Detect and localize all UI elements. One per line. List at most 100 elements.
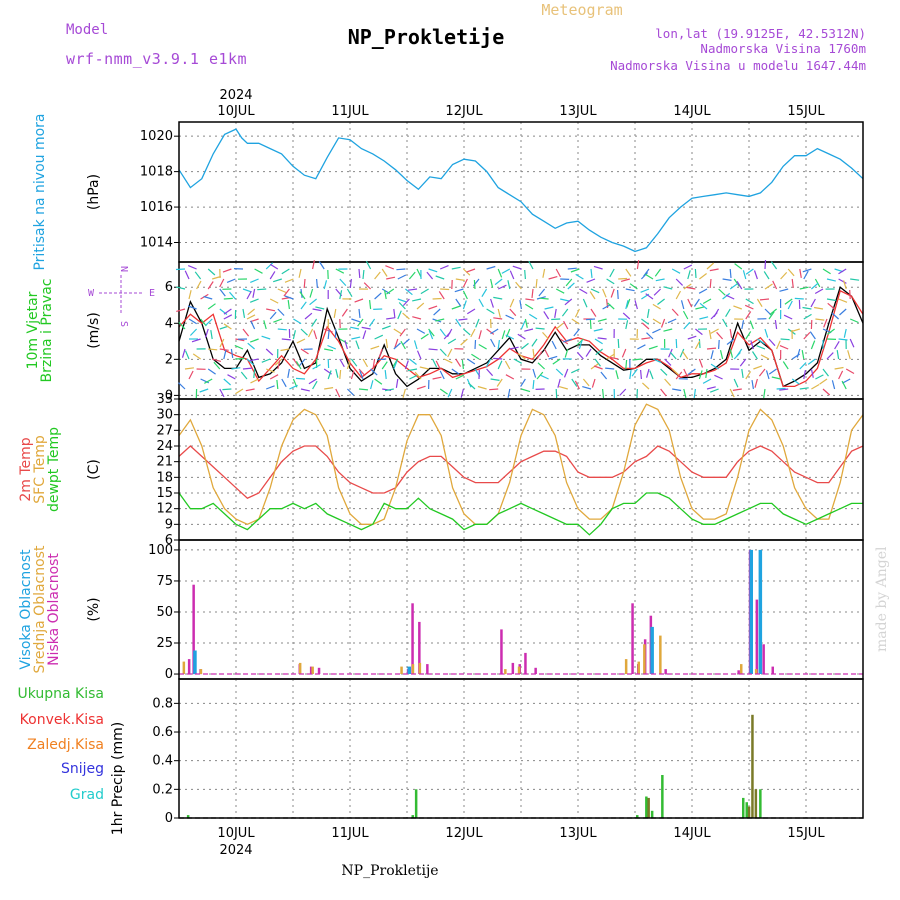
wind-arrow [709,278,712,289]
wind-arrow [548,355,558,360]
precip-ytick-label: 0 [165,811,173,826]
wind-arrow [402,312,410,320]
wind-arrow [420,288,429,295]
precip-legend-item: Ukupna Kisa [17,686,104,702]
wind-arrow [744,304,754,310]
temperature-ylabel: dewpt Temp [46,427,62,512]
wind-arrow [274,358,283,366]
wind-arrow [365,260,372,270]
wind-arrow [675,371,683,380]
wind-arrow [327,370,332,380]
clouds-low_cloud-bar [771,666,774,674]
wind-arrow [626,298,631,308]
wind-arrow [551,340,557,350]
clouds-low_cloud-bar [664,669,667,675]
wind-arrow [602,304,611,310]
wind-arrow [745,371,752,380]
temperature-temp2m-line [178,445,864,499]
wind-arrow [683,388,687,398]
wind-arrow [486,328,495,335]
wind-arrow [675,290,682,300]
wind-arrow [324,387,334,390]
wind-arrow [409,358,417,365]
wind-arrow [486,368,494,377]
wind-arrow [416,385,426,390]
wind-arrow [189,328,198,336]
wind-arrow [384,289,387,300]
wind-arrow [525,298,535,301]
wind-arrow [497,340,500,350]
wind-arrow [439,348,447,357]
wind-arrow [249,358,259,362]
wind-arrow [850,278,860,281]
wind-arrow [462,290,468,300]
wind-arrow [263,320,267,330]
wind-arrow [350,326,360,330]
wind-arrow [293,318,302,325]
wind-arrow [393,360,398,370]
wind-arrow [399,328,406,337]
wind-arrow [542,268,546,278]
wind-arrow [617,338,620,349]
wind-arrow [538,288,546,297]
wind-arrow [636,260,640,270]
wind-ytick-label: 2 [165,352,173,367]
wind-arrow [176,286,186,290]
wind-arrow [283,288,290,297]
wind-arrow [589,319,592,330]
wind-arrow [710,328,719,334]
wind-arrow [729,348,734,358]
wind-arrow-field [175,259,860,399]
wind-arrow [683,321,691,330]
wind-arrow [834,366,844,370]
wind-arrow [455,278,465,281]
wind-arrow [304,312,313,320]
clouds-high_cloud-bar [650,626,654,675]
wind-arrow [372,358,376,368]
wind-arrow [610,288,615,298]
wind-arrow [648,345,658,350]
wind-arrow [741,320,745,330]
wind-arrow [494,278,503,286]
wind-arrow [652,318,662,325]
wind-arrow [265,368,275,373]
clouds-low_cloud-bar [418,621,421,674]
wind-arrow [490,328,499,335]
wind-arrow [276,379,279,390]
wind-ytick-label: 0 [165,388,173,403]
wind-arrow [699,273,707,280]
wind-arrow [729,268,732,279]
wind-arrow [838,268,847,275]
wind-arrow [663,328,673,332]
wind-arrow [187,265,197,270]
precip-mixed_bar-bar [751,714,754,818]
wind-arrow [733,352,741,360]
precip-ytick-label: 0.4 [152,754,173,769]
wind-arrow [597,337,607,340]
wind-arrow [284,278,294,283]
wind-arrow [227,374,236,380]
wind-ylabel: 10m Vjetar [25,291,41,369]
wind-arrow [524,328,534,332]
wind-arrow [625,300,629,310]
wind-arrow [652,328,661,334]
wind-arrow [486,265,496,270]
precip-total_precip-bar [650,810,654,818]
wind-arrow [404,360,409,370]
wind-arrow [815,374,824,380]
compass-E: E [149,288,155,299]
wind-arrow [698,370,703,380]
wind-arrow [838,338,848,341]
day-label-bottom: 12JUL [445,826,483,841]
precip-total_precip-bar [414,789,418,818]
wind-arrow [557,378,561,388]
wind-arrow [641,322,650,330]
wind-arrow [505,314,515,320]
wind-arrow [765,370,770,380]
wind-arrow [782,361,789,370]
wind-arrow [693,298,700,307]
wind-arrow [687,368,696,375]
wind-arrow [625,288,635,292]
wind-arrow [641,337,651,340]
wind-arrow [478,298,484,308]
